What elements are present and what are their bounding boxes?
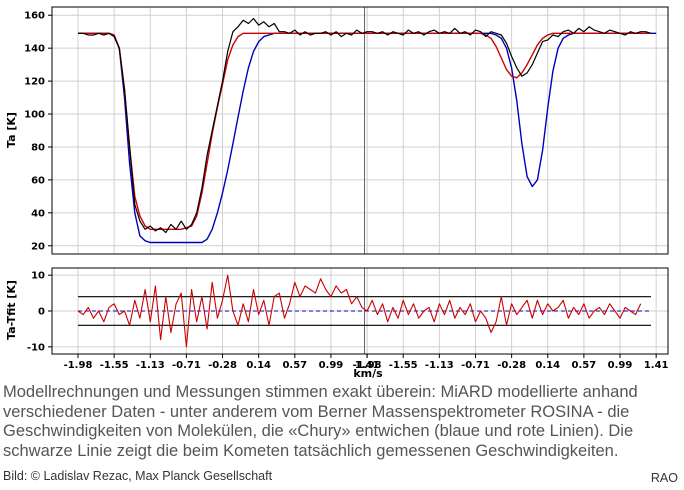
- x-tick-label: -0.71: [172, 360, 201, 371]
- x-tick-label: -0.28: [497, 360, 526, 371]
- x-axis-label: km/s: [353, 367, 383, 380]
- series-model-red: [78, 32, 651, 231]
- bottom-panel-frame: [51, 267, 669, 355]
- top-y-axis-label: Ta [K]: [5, 112, 18, 148]
- x-tick-label: 0.99: [608, 360, 633, 371]
- x-tick-label: 1.41: [355, 360, 380, 371]
- x-tick-label: -1.55: [100, 360, 129, 371]
- series-residual: [77, 274, 642, 348]
- x-tick-label: -1.13: [136, 360, 165, 371]
- rao-logo-text: RAO: [650, 471, 678, 485]
- image-credit: Bild: © Ladislav Rezac, Max Planck Gesel…: [3, 469, 273, 483]
- x-tick-label: -1.13: [425, 360, 454, 371]
- top-panel-y-tick-label: 20: [31, 241, 45, 252]
- top-panel-frame: [51, 6, 669, 255]
- top-panel-y-tick-label: 140: [24, 44, 45, 55]
- top-panel-y-tick-label: 120: [24, 77, 45, 88]
- x-tick-label: 0.14: [535, 360, 560, 371]
- x-tick-label: 0.57: [282, 360, 307, 371]
- bottom-panel-y-tick-label: 0: [38, 307, 45, 318]
- figure-caption: Modellrechnungen und Messungen stimmen e…: [3, 383, 638, 460]
- top-panel-y-tick-label: 160: [24, 11, 45, 22]
- x-tick-label: -0.71: [461, 360, 490, 371]
- top-panel-y-tick-label: 80: [31, 142, 45, 153]
- x-tick-label: 1.41: [644, 360, 669, 371]
- x-tick-label: -1.98: [64, 360, 93, 371]
- bottom-panel: -10 0 10: [27, 267, 669, 355]
- bottom-panel-y-tick-label: -10: [27, 342, 45, 353]
- x-tick-label: -1.98: [353, 360, 382, 371]
- top-panel-y-tick-label: 100: [24, 110, 45, 121]
- x-tick-label: 0.14: [246, 360, 271, 371]
- series-measured: [78, 17, 652, 234]
- x-tick-label: 0.57: [572, 360, 597, 371]
- x-tick-label: -1.55: [389, 360, 418, 371]
- bottom-panel-y-tick-label: 10: [31, 271, 45, 282]
- x-tick-label: -0.28: [208, 360, 237, 371]
- x-tick-label: 0.99: [319, 360, 344, 371]
- top-panel-y-tick-label: 60: [31, 175, 45, 186]
- bottom-y-axis-label: Ta-Tfit [K]: [5, 280, 18, 340]
- top-panel: 20 40 60 80 100 120 140 160: [24, 6, 669, 255]
- x-axis: -1.98 -1.55 -1.13 -0.71 -0.28 0.14 0.57 0.99 1.4…: [64, 354, 669, 371]
- top-panel-y-tick-label: 40: [31, 208, 45, 219]
- top-panel-background: [52, 7, 668, 254]
